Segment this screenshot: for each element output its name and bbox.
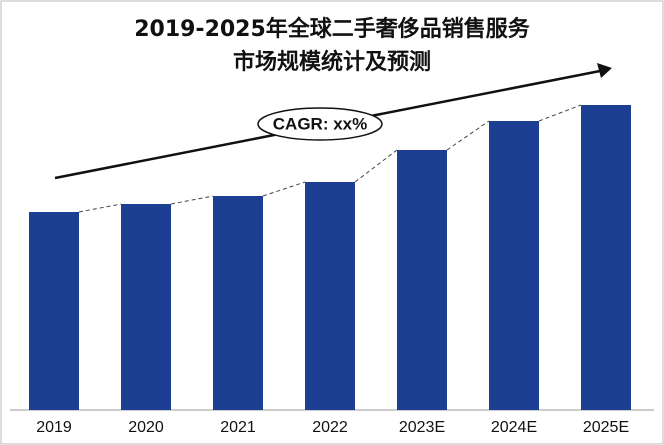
bar	[29, 212, 79, 410]
arrow-head	[597, 63, 612, 78]
connector	[538, 104, 582, 122]
bar	[489, 121, 539, 410]
connector	[354, 149, 398, 183]
chart-title: 2019-2025年全球二手奢侈品销售服务	[134, 16, 531, 42]
connector	[446, 120, 490, 151]
x-tick-label: 2023E	[399, 419, 445, 436]
bar	[581, 105, 631, 410]
annotation-ellipse	[257, 107, 383, 141]
annotation: CAGR: xx%	[273, 114, 367, 133]
bar	[305, 182, 355, 410]
x-tick-label: 2024E	[491, 419, 537, 436]
bar	[121, 204, 171, 410]
connector	[170, 195, 214, 205]
x-tick-label: 2021	[220, 419, 256, 436]
x-tick-label: 2020	[128, 419, 164, 436]
bar	[397, 150, 447, 410]
bar	[213, 196, 263, 410]
connector	[262, 181, 306, 197]
x-tick-label: 2025E	[583, 419, 629, 436]
connector	[78, 203, 122, 213]
x-tick-label: 2022	[312, 419, 348, 436]
chart-subtitle: 市场规模统计及预测	[233, 49, 431, 75]
x-tick-label: 2019	[36, 419, 72, 436]
